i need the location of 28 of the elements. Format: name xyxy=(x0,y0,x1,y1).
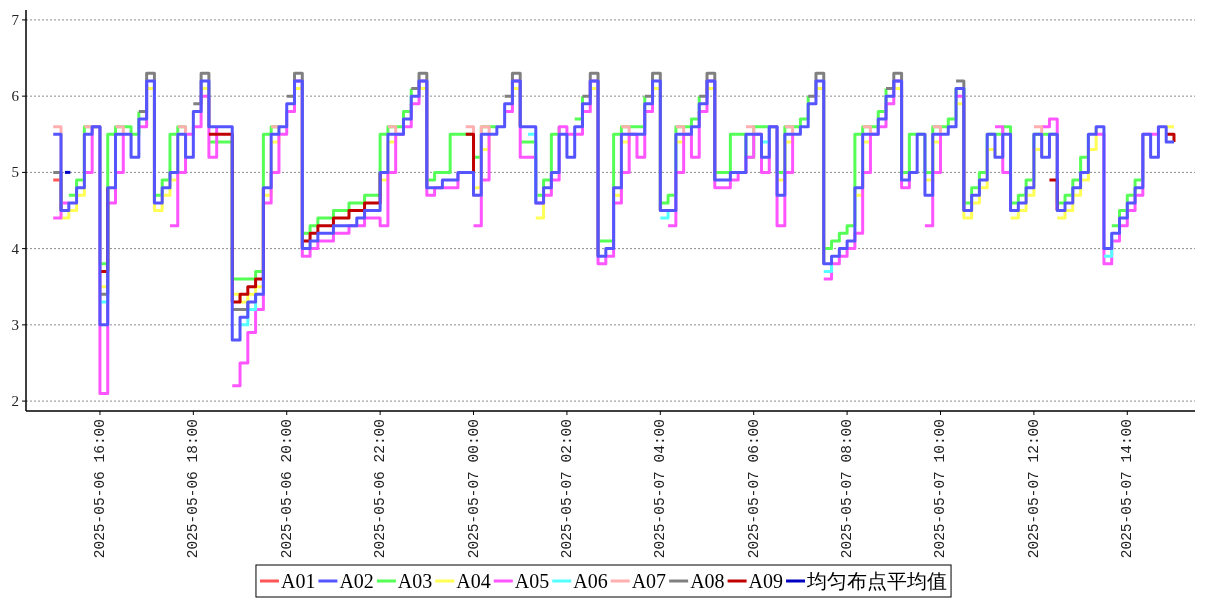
y-tick-label: 5 xyxy=(11,164,19,181)
x-tick-label: 2025-05-06 18:00 xyxy=(185,419,202,559)
y-tick-label: 2 xyxy=(11,393,19,410)
legend-label: A06 xyxy=(573,570,608,592)
legend-label: A08 xyxy=(690,570,725,592)
legend-label: A05 xyxy=(514,570,550,592)
legend-label: A01 xyxy=(280,570,316,592)
x-tick-label: 2025-05-07 12:00 xyxy=(1025,419,1042,559)
y-tick-label: 7 xyxy=(11,11,20,28)
legend-label: A07 xyxy=(631,570,667,592)
legend-label: A09 xyxy=(748,570,784,592)
y-tick-label: 6 xyxy=(11,88,20,105)
x-tick-label: 2025-05-07 02:00 xyxy=(558,419,575,559)
y-tick-label: 4 xyxy=(11,240,20,257)
legend-label: A03 xyxy=(397,570,433,592)
x-tick-label: 2025-05-06 20:00 xyxy=(278,419,295,559)
x-tick-label: 2025-05-06 22:00 xyxy=(372,419,389,559)
x-tick-label: 2025-05-07 06:00 xyxy=(745,419,762,559)
legend-label: 均匀布点平均值 xyxy=(806,570,948,592)
legend-label: A02 xyxy=(339,570,374,592)
legend-label: A04 xyxy=(456,570,491,592)
x-tick-label: 2025-05-07 10:00 xyxy=(932,419,949,559)
x-tick-label: 2025-05-06 16:00 xyxy=(91,419,108,559)
x-tick-label: 2025-05-07 00:00 xyxy=(465,419,482,559)
x-tick-label: 2025-05-07 14:00 xyxy=(1119,419,1136,559)
x-tick-label: 2025-05-07 08:00 xyxy=(839,419,856,559)
y-tick-label: 3 xyxy=(11,316,19,333)
x-tick-label: 2025-05-07 04:00 xyxy=(652,419,669,559)
